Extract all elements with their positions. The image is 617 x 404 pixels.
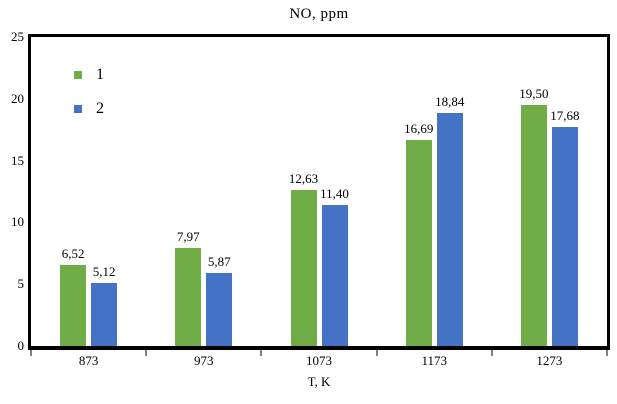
y-tick-label-10: 10 (11, 214, 24, 230)
legend-item-series-2: 2 (74, 100, 104, 118)
bar-series-2-973: 5,87 (206, 254, 233, 346)
bar-series-1-973: 7,97 (175, 229, 202, 346)
legend-swatch-series-1 (74, 71, 82, 79)
bar-series-1-873: 6,52 (60, 246, 87, 346)
y-tick-label-15: 15 (11, 152, 24, 168)
bar-series-2-1173: 18,84 (435, 94, 464, 346)
x-axis-tick (145, 350, 147, 356)
x-axis-tick (260, 350, 262, 356)
x-axis-tick (491, 350, 493, 356)
x-axis-title: T, K (307, 374, 331, 389)
bars-container: 6,52 5,12 7,97 5,87 12,63 11,40 16,69 18,84 19,5… (31, 37, 607, 346)
legend-label-series-1: 1 (96, 66, 104, 83)
bar-group-1073: 12,63 11,40 (261, 37, 376, 346)
bar-series-1-1073: 12,63 (289, 171, 318, 346)
legend-label-series-2: 2 (96, 100, 104, 117)
bar-value-label: 18,84 (435, 94, 465, 110)
bar-value-label: 5,12 (92, 263, 116, 279)
category-label-873: 873 (78, 353, 99, 368)
bar-series-2-873: 5,12 (91, 264, 118, 346)
y-tick-label-5: 5 (17, 276, 25, 292)
x-axis-tick (376, 350, 378, 356)
bar-value-label: 12,63 (288, 170, 319, 186)
bar-series-2-1273: 17,68 (550, 108, 580, 346)
bar-series-1-1173: 16,69 (404, 121, 433, 346)
legend-item-series-1: 1 (74, 66, 104, 84)
x-axis-tick (606, 350, 608, 356)
category-label-1173: 1173 (421, 353, 447, 368)
x-axis-ticks (30, 350, 608, 356)
category-label-1073: 1073 (306, 353, 332, 368)
y-tick-label-20: 20 (11, 90, 24, 106)
chart-title: NO, ppm (289, 6, 349, 22)
bar-group-873: 6,52 5,12 (31, 37, 146, 346)
x-axis-tick (30, 350, 32, 356)
bar-series-1-1273: 19,50 (519, 86, 549, 346)
y-tick-label-25: 25 (11, 29, 24, 44)
bar-value-label: 16,69 (404, 120, 434, 136)
bar-value-label: 5,87 (207, 254, 231, 270)
bar-group-1173: 16,69 18,84 (377, 37, 492, 346)
plot-area: 1 2 6,52 5,12 7,97 5,87 12,63 11,40 16,69 18,84… (28, 34, 610, 350)
bar-value-label: 17,68 (550, 108, 580, 124)
x-axis-category-labels: 873 973 1073 1173 1273 (31, 353, 607, 369)
bar-group-1273: 19,50 17,68 (492, 37, 607, 346)
legend-swatch-series-2 (74, 105, 82, 113)
bar-value-label: 11,40 (320, 186, 349, 202)
category-label-1273: 1273 (536, 353, 563, 368)
bar-value-label: 7,97 (176, 228, 200, 244)
legend: 1 2 (74, 66, 104, 118)
bar-value-label: 19,50 (519, 85, 549, 101)
bar-value-label: 6,52 (61, 246, 85, 262)
category-label-973: 973 (194, 353, 214, 368)
bar-series-2-1073: 11,40 (320, 186, 349, 346)
y-tick-label-0: 0 (17, 338, 25, 353)
bar-group-973: 7,97 5,87 (146, 37, 261, 346)
